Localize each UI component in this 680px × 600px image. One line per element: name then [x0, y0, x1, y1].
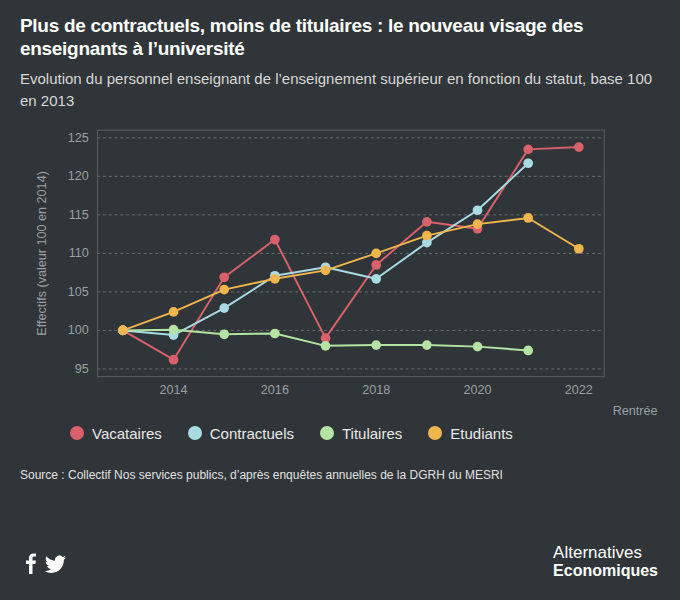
- svg-text:2016: 2016: [261, 383, 289, 397]
- svg-text:120: 120: [68, 169, 89, 183]
- html-text:Contractuels: Contractuels: [209, 424, 294, 442]
- svg-text:125: 125: [68, 131, 89, 145]
- svg-text:2018: 2018: [362, 383, 390, 397]
- svg-text:95: 95: [75, 362, 89, 376]
- html-text:Etudiants: Etudiants: [450, 424, 513, 442]
- html-text:Economiques: Economiques: [553, 562, 658, 579]
- html-text:Titulaires: Titulaires: [342, 424, 403, 442]
- html-text:Source : Collectif Nos service: Source : Collectif Nos services publics,…: [20, 467, 503, 482]
- svg-text:Rentrée: Rentrée: [613, 404, 658, 418]
- svg-text:2014: 2014: [160, 383, 188, 397]
- html-text:Evolution du personnel enseign: Evolution du personnel enseignant de l’e…: [20, 70, 653, 109]
- html-text:Vacataires: Vacataires: [92, 424, 162, 442]
- svg-text:2022: 2022: [565, 383, 593, 397]
- svg-text:110: 110: [69, 246, 89, 260]
- svg-text:Effectifs (valeur 100 en 2014): Effectifs (valeur 100 en 2014): [35, 171, 49, 335]
- html-text:Plus de contractuels, moins de: Plus de contractuels, moins de titulaire…: [20, 15, 584, 59]
- html-text:Alternatives: Alternatives: [553, 543, 642, 562]
- svg-text:100: 100: [68, 323, 89, 337]
- svg-text:105: 105: [68, 285, 89, 299]
- svg-text:2020: 2020: [463, 383, 491, 397]
- svg-text:115: 115: [69, 208, 89, 222]
